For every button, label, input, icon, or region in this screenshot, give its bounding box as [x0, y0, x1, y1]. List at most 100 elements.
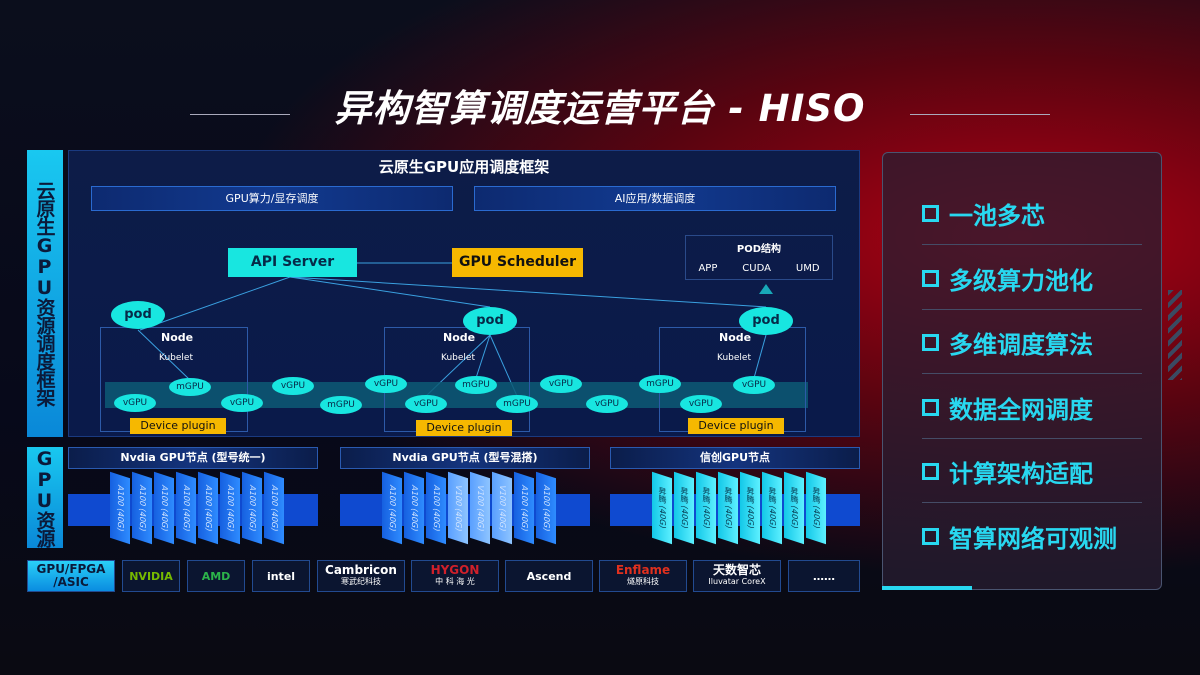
node-label: Node	[443, 331, 476, 344]
gpu-card: A100 (40G)	[264, 471, 284, 545]
feature-divider	[922, 437, 1142, 439]
feature-item: 多维调度算法	[922, 325, 1093, 360]
vgpu-ellipse: vGPU	[733, 376, 775, 394]
device-plugin-1: Device plugin	[130, 418, 226, 434]
vendor-logo: intel	[252, 560, 310, 592]
kubelet-label: Kubelet	[717, 353, 751, 363]
feature-label: 多级算力池化	[949, 266, 1093, 295]
kubelet-label: Kubelet	[159, 353, 193, 363]
gpu-card: 昇腾 (40G)	[652, 471, 672, 545]
gpu-card: A100 (40G)	[220, 471, 240, 545]
device-plugin-3: Device plugin	[688, 418, 784, 434]
node-label: Node	[161, 331, 194, 344]
mgpu-ellipse: mGPU	[455, 376, 497, 394]
vgpu-ellipse: vGPU	[114, 394, 156, 412]
vgpu-ellipse: vGPU	[680, 395, 722, 413]
gpu-card: A100 (40G)	[242, 471, 262, 545]
checkbox-icon	[922, 205, 939, 222]
feature-label: 计算架构适配	[949, 460, 1093, 488]
gpu-card: V100 (40G)	[470, 471, 490, 545]
features-panel	[882, 152, 1162, 590]
vendor-subname: 中 科 海 光	[435, 577, 475, 586]
vendor-logo: Cambricon 寒武纪科技	[317, 560, 405, 592]
vendor-name: Cambricon	[325, 563, 397, 577]
gpu-card: A100 (40G)	[514, 471, 534, 545]
vgpu-ellipse: vGPU	[221, 394, 263, 412]
vendor-logo: NVIDIA	[122, 560, 180, 592]
checkbox-icon	[922, 269, 939, 287]
gpu-card: V100 (40G)	[448, 471, 468, 545]
pod-umd: UMD	[795, 263, 820, 274]
vendor-logo: Enflame 燧原科技	[599, 560, 687, 592]
gpu-group-title: Nvdia GPU节点 (型号统一)	[68, 447, 318, 469]
pod-1: pod	[111, 301, 165, 329]
pod-3: pod	[739, 307, 793, 335]
vendor-name: ……	[813, 569, 835, 583]
gpu-card: A100 (40G)	[426, 471, 446, 545]
vendor-subname: Iluvatar CoreX	[708, 577, 766, 586]
gpu-card: 昇腾 (40G)	[740, 471, 760, 545]
vendor-logo: Ascend	[505, 560, 593, 592]
feature-label: 数据全网调度	[949, 395, 1093, 424]
gpu-group-title: Nvdia GPU节点 (型号混搭)	[340, 447, 590, 469]
feature-divider	[922, 502, 1142, 503]
gpu-card: 昇腾 (40G)	[696, 471, 716, 545]
gpu-card: 昇腾 (40G)	[762, 471, 782, 545]
feature-divider	[922, 373, 1142, 374]
vendor-label: GPU/FPGA /ASIC	[27, 560, 115, 592]
feature-divider	[922, 244, 1142, 245]
vendor-name: AMD	[201, 569, 231, 583]
gpu-card: 昇腾 (40G)	[718, 471, 738, 545]
pod-cuda: CUDA	[742, 263, 771, 274]
vendor-logo: ……	[788, 560, 860, 592]
gpu-card: 昇腾 (40G)	[784, 471, 804, 545]
vgpu-ellipse: vGPU	[365, 375, 407, 393]
gpu-scheduler-box: GPU Scheduler	[452, 248, 583, 277]
pod-structure-title: POD结构	[736, 244, 782, 255]
feature-label: 一池多芯	[949, 202, 1045, 230]
feature-label: 智算网络可观测	[949, 524, 1117, 553]
gpu-card: 昇腾 (40G)	[674, 471, 694, 545]
feature-item: 多级算力池化	[922, 261, 1093, 296]
vgpu-ellipse: vGPU	[272, 377, 314, 395]
gpu-card: A100 (40G)	[404, 471, 424, 545]
vendor-name: Ascend	[526, 569, 572, 583]
gpu-card: A100 (40G)	[382, 471, 402, 545]
node-box-3: Node Kubelet	[659, 327, 806, 432]
gpu-compute-scheduling: GPU算力/显存调度	[91, 186, 453, 211]
vendor-subname: 寒武纪科技	[341, 577, 381, 586]
pod-structure-box: POD结构 APP CUDA UMD	[685, 235, 833, 280]
arrow-up-icon	[759, 284, 773, 294]
panel-decoration	[1168, 290, 1182, 380]
mgpu-ellipse: mGPU	[320, 396, 362, 414]
kubelet-label: Kubelet	[441, 353, 475, 363]
gpu-card: A100 (40G)	[198, 471, 218, 545]
gpu-group-title: 信创GPU节点	[610, 447, 860, 469]
gpu-card: A100 (40G)	[176, 471, 196, 545]
vendor-name: 天数智芯	[712, 563, 761, 577]
checkbox-icon	[922, 398, 939, 416]
node-label: Node	[719, 331, 752, 344]
mgpu-ellipse: mGPU	[639, 375, 681, 393]
feature-item: 计算架构适配	[922, 454, 1093, 489]
vendor-name: HYGON	[430, 563, 480, 577]
vgpu-ellipse: vGPU	[586, 395, 628, 413]
pod-2: pod	[463, 307, 517, 335]
gpu-card: 昇腾 (40G)	[806, 471, 826, 545]
pod-app: APP	[698, 263, 718, 274]
mgpu-ellipse: mGPU	[169, 378, 211, 396]
vendor-name: intel	[266, 569, 296, 583]
gpu-card: A100 (40G)	[154, 471, 174, 545]
vendor-logo: HYGON 中 科 海 光	[411, 560, 499, 592]
gpu-card: A100 (40G)	[110, 471, 130, 545]
panel-accent	[882, 586, 972, 590]
page-title: 异构智算调度运营平台 - HISO	[334, 87, 866, 130]
checkbox-icon	[922, 334, 939, 351]
mgpu-ellipse: mGPU	[496, 395, 538, 413]
feature-item: 数据全网调度	[922, 390, 1093, 425]
title-divider-right	[910, 114, 1050, 115]
title-divider-left	[190, 114, 290, 115]
feature-label: 多维调度算法	[949, 331, 1093, 359]
gpu-card: A100 (40G)	[536, 471, 556, 545]
resources-label: GPU资源	[27, 447, 63, 548]
